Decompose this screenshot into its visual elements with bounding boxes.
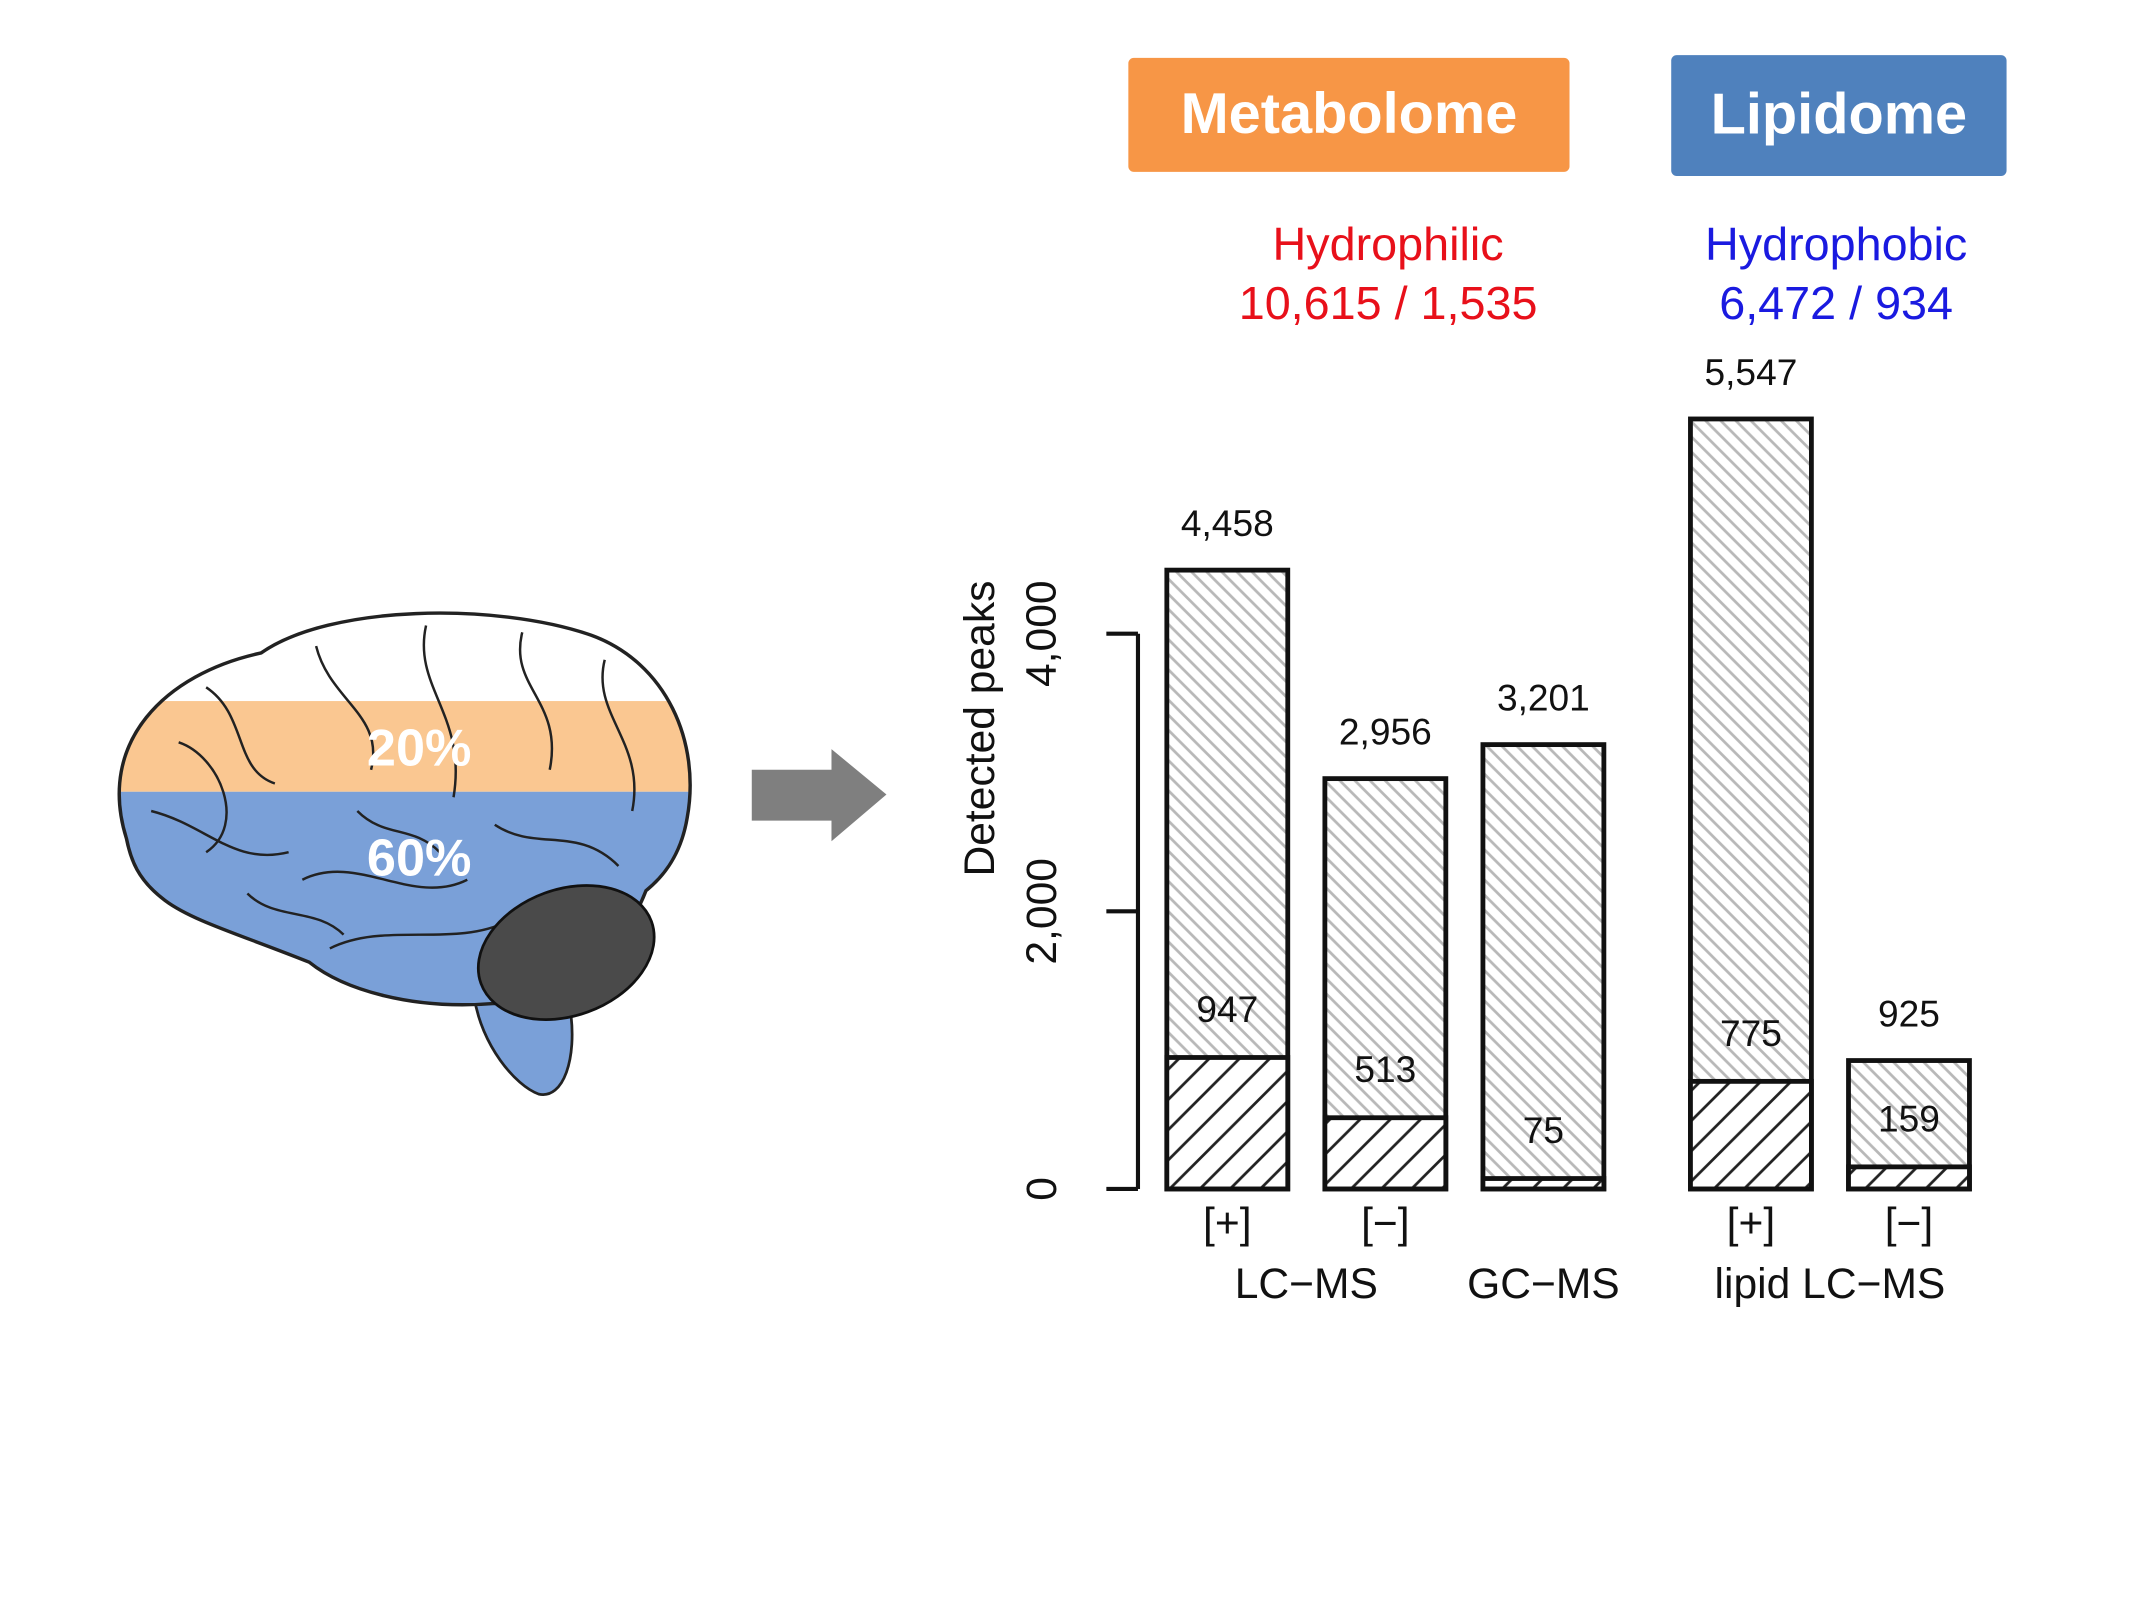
inner-bar xyxy=(1846,1164,1972,1192)
panel-title: Lipidome xyxy=(1711,83,1968,147)
value-label: 775 xyxy=(1720,1012,1782,1054)
brain-top xyxy=(119,613,691,702)
panel-subtitle: Hydrophobic xyxy=(1705,218,1967,270)
cerebellum xyxy=(476,884,656,1021)
x-tick-label: [+] xyxy=(1727,1199,1776,1247)
bar xyxy=(1688,416,1814,1192)
bar xyxy=(1480,742,1607,1192)
group-label: LC−MS xyxy=(1235,1260,1378,1308)
inner-bar xyxy=(1322,1115,1449,1192)
panel-summary: 10,615 / 1,535 xyxy=(1239,277,1538,329)
y-tick-label: 2,000 xyxy=(1018,858,1066,965)
panel-subtitle: Hydrophilic xyxy=(1273,218,1504,270)
value-label: 925 xyxy=(1878,992,1940,1034)
x-tick-label: [−] xyxy=(1361,1199,1410,1247)
value-label: 947 xyxy=(1196,988,1258,1030)
y-tick-label: 4,000 xyxy=(1018,580,1066,687)
value-label: 75 xyxy=(1523,1109,1564,1151)
chart: 0 2,000 4,000 Detected peaks 4,458 947 [+] 2,95… xyxy=(956,55,2007,1308)
value-label: 5,547 xyxy=(1705,351,1798,393)
arrow xyxy=(751,749,887,842)
inner-bar xyxy=(1688,1078,1814,1192)
group-label: lipid LC−MS xyxy=(1715,1260,1946,1308)
y-axis-label: Detected peaks xyxy=(956,581,1004,877)
value-label: 4,458 xyxy=(1181,502,1274,544)
value-label: 513 xyxy=(1354,1048,1416,1090)
brain: 20% 60% xyxy=(117,611,692,1096)
panel-box xyxy=(1128,57,1570,172)
brain-band xyxy=(119,701,691,792)
group-label: GC−MS xyxy=(1467,1260,1620,1308)
value-label: 3,201 xyxy=(1497,676,1590,718)
panel-box xyxy=(1671,55,2007,177)
brain-label: 60% xyxy=(367,830,472,888)
value-label: 2,956 xyxy=(1339,710,1432,752)
inner-bar xyxy=(1164,1055,1291,1192)
y-tick-label: 0 xyxy=(1018,1177,1066,1201)
value-label: 159 xyxy=(1878,1097,1940,1139)
x-tick-label: [+] xyxy=(1203,1199,1252,1247)
panel-summary: 6,472 / 934 xyxy=(1719,277,1953,329)
inner-bar xyxy=(1480,1176,1607,1192)
x-tick-label: [−] xyxy=(1885,1199,1934,1247)
brain-label: 20% xyxy=(367,720,472,778)
brain-outline xyxy=(117,611,692,1007)
panel-title: Metabolome xyxy=(1181,82,1518,146)
